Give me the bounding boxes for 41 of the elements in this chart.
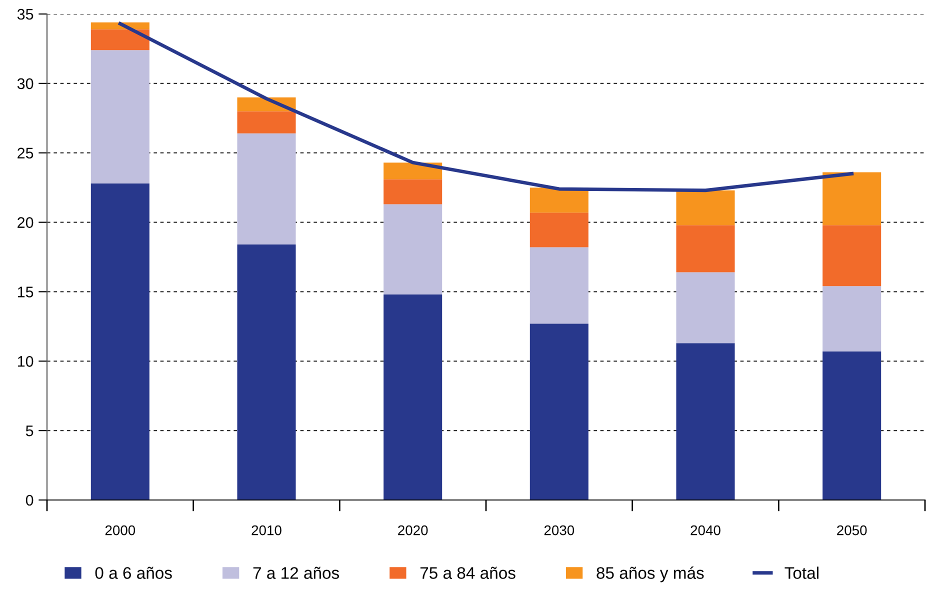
bar bbox=[90, 183, 150, 500]
bar bbox=[530, 324, 588, 500]
bar bbox=[90, 50, 150, 184]
y-tick-label: 35 bbox=[17, 8, 34, 20]
bar bbox=[676, 343, 735, 500]
y-tick-label: 15 bbox=[18, 286, 34, 298]
bar bbox=[237, 133, 296, 245]
line-series bbox=[118, 22, 854, 192]
bar bbox=[530, 212, 588, 248]
bar bbox=[822, 172, 882, 226]
bar bbox=[822, 351, 882, 500]
y-tick-label: 5 bbox=[26, 426, 34, 436]
bar bbox=[676, 272, 735, 344]
y-tick-label: 25 bbox=[18, 148, 34, 159]
x-tick-label: 2020 bbox=[398, 525, 428, 536]
bar bbox=[384, 294, 442, 500]
y-tick-label: 30 bbox=[17, 78, 34, 90]
bar bbox=[384, 204, 442, 294]
legend-label: 75 a 84 años bbox=[420, 566, 516, 579]
legend-label: 85 años y más bbox=[596, 566, 704, 582]
bar bbox=[237, 111, 296, 134]
legend-label: 0 a 6 años bbox=[95, 566, 172, 579]
y-tick-label: 0 bbox=[26, 494, 34, 506]
x-tick-label: 2040 bbox=[690, 525, 720, 536]
bar bbox=[676, 225, 735, 272]
bar bbox=[90, 29, 150, 50]
y-tick-label: 20 bbox=[18, 217, 34, 228]
bar bbox=[237, 244, 296, 500]
x-tick-label: 2050 bbox=[837, 525, 867, 536]
bar bbox=[822, 286, 882, 352]
bar bbox=[530, 247, 588, 324]
legend-label: 7 a 12 años bbox=[253, 566, 339, 579]
x-tick-label: 2010 bbox=[252, 525, 282, 536]
x-tick-label: 2030 bbox=[544, 525, 574, 536]
x-tick-label: 2000 bbox=[105, 525, 136, 536]
bar bbox=[530, 188, 588, 213]
legend-label: Total bbox=[784, 566, 818, 579]
y-tick-label: 10 bbox=[18, 356, 34, 367]
bar bbox=[822, 225, 882, 286]
bar bbox=[676, 190, 735, 226]
bar bbox=[384, 179, 442, 204]
